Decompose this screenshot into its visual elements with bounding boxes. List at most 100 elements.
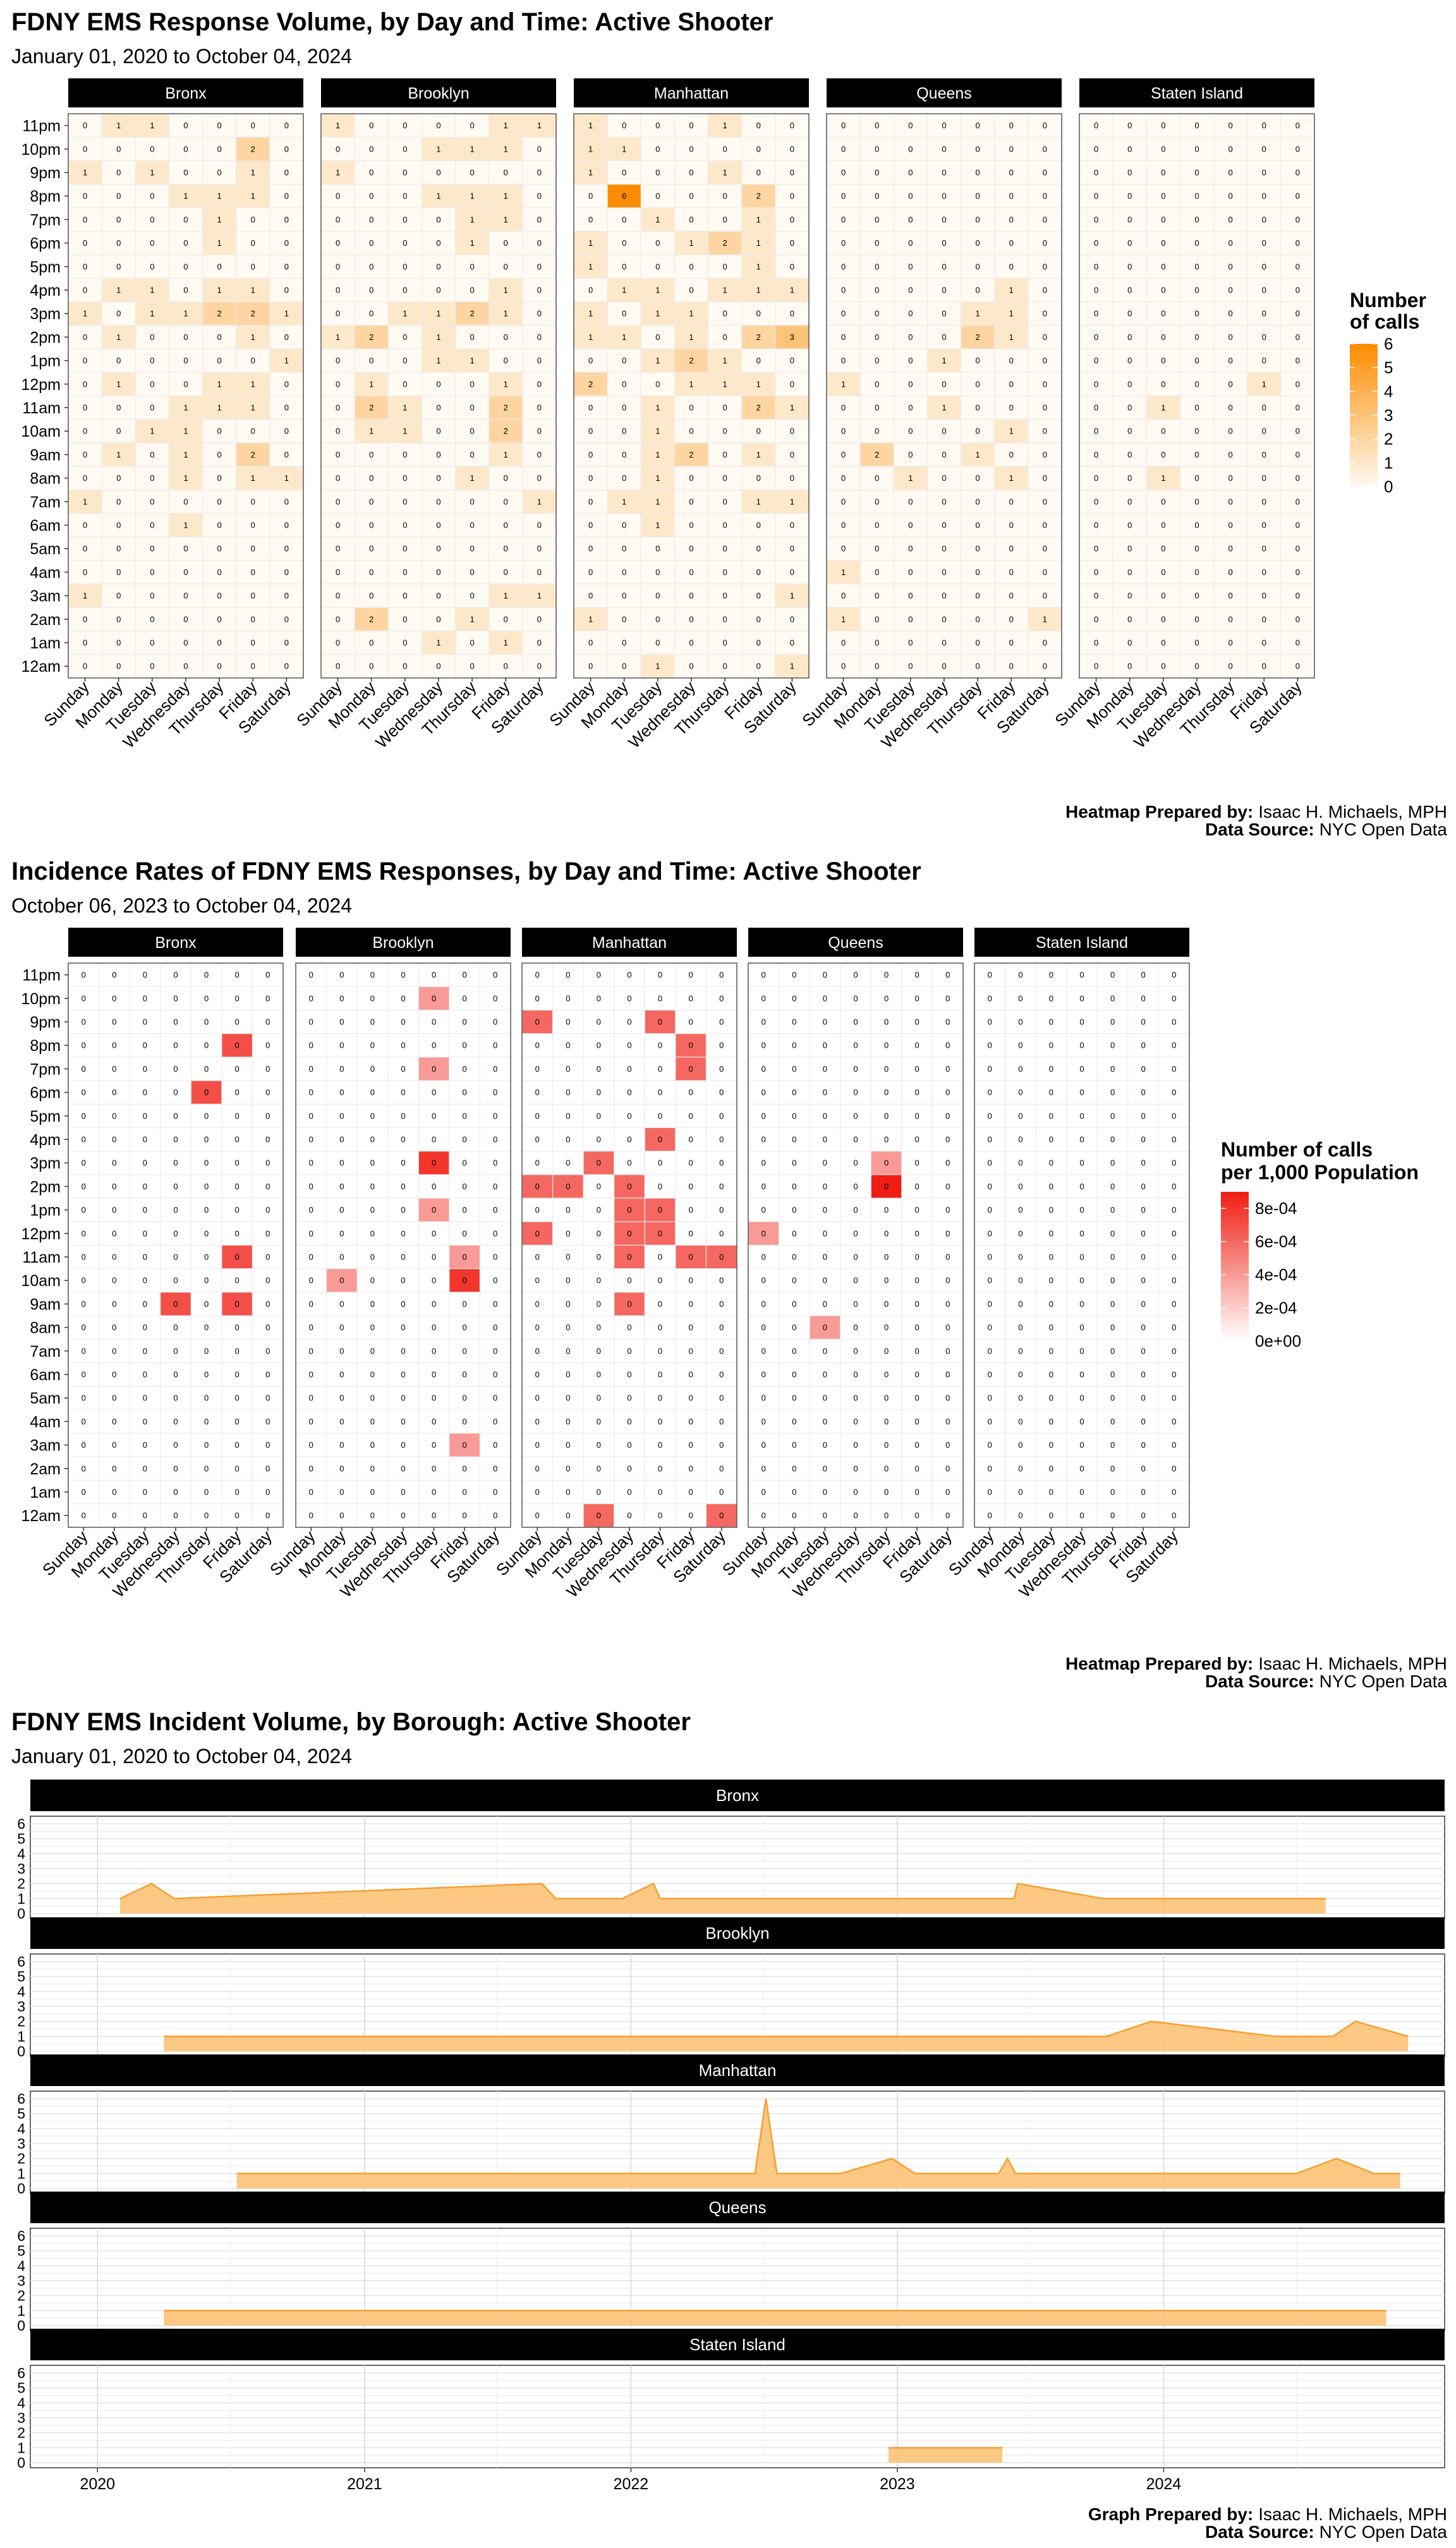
fig2-cell-label: 0 (853, 1135, 858, 1144)
fig1-cell-label: 0 (1043, 473, 1047, 483)
fig2-cell-label: 0 (945, 1158, 950, 1168)
fig1-cell-label: 0 (1127, 309, 1132, 318)
fig1-cell (270, 325, 303, 349)
fig1-cell-label: 1 (1009, 332, 1014, 342)
fig2-cell-label: 0 (535, 1064, 540, 1074)
fig1-cell (169, 372, 202, 396)
fig1-cell (1028, 208, 1062, 231)
fig3-xtick-label: 2023 (880, 2475, 915, 2493)
fig1-cell (270, 185, 303, 208)
fig1-cell-label: 0 (403, 215, 407, 224)
fig1-cell (1146, 231, 1180, 255)
fig2-cell-label: 0 (265, 1464, 270, 1473)
fig2-cell-label: 0 (945, 1182, 950, 1191)
fig1-cell (827, 443, 860, 466)
fig1-cell-label: 1 (504, 309, 508, 318)
fig1-cell (995, 302, 1028, 325)
fig2-cell-label: 0 (401, 970, 405, 980)
fig2-cell-label: 0 (401, 1111, 405, 1120)
fig1-cell (894, 514, 927, 537)
fig2-cell-label: 0 (143, 1088, 147, 1097)
fig1-cell-label: 0 (841, 168, 846, 178)
fig2-cell-label: 0 (339, 1253, 344, 1262)
fig1-cell (68, 420, 102, 443)
fig2-cell-label: 0 (627, 1228, 631, 1238)
fig1-cell-label: 0 (251, 544, 255, 554)
fig1-cell-label: 0 (875, 191, 879, 201)
fig1-cell-label: 1 (588, 262, 593, 271)
fig1-cell-label: 0 (689, 144, 693, 154)
fig1-cell-label: 0 (403, 379, 407, 389)
fig2-cell-label: 0 (1141, 1182, 1146, 1191)
fig2-cell-label: 0 (597, 1253, 601, 1262)
fig1-cell-label: 1 (655, 403, 660, 413)
fig2-cell-label: 0 (627, 1088, 631, 1097)
fig2-cell (253, 1269, 283, 1292)
fig2-cell-label: 0 (339, 1135, 344, 1144)
fig1-cell-label: 0 (756, 614, 761, 624)
fig2-cell-label: 0 (1110, 1488, 1115, 1497)
fig3-xtick-label: 2020 (80, 2475, 115, 2493)
fig2-cell (191, 1198, 222, 1222)
fig1-cell (607, 349, 641, 372)
fig1-cell (827, 279, 860, 301)
fig1-strip-brooklyn (321, 78, 556, 107)
fig1-cell-label: 0 (369, 286, 373, 295)
fig1-cell (1214, 114, 1247, 137)
fig1-cell (1146, 185, 1180, 208)
fig2-cell (418, 963, 449, 986)
fig2-cell-label: 0 (823, 1323, 827, 1332)
fig2-cell (449, 1175, 480, 1198)
fig2-cell-label: 0 (204, 1393, 209, 1403)
fig1-cell-label: 0 (183, 497, 188, 506)
fig2-cell-label: 0 (432, 1417, 436, 1426)
fig1-cell-label: 1 (116, 121, 121, 130)
fig2-strip-brooklyn (296, 928, 511, 957)
fig1-cell (388, 584, 422, 607)
fig2-cell (68, 1246, 99, 1268)
fig1-cell-label: 1 (655, 521, 660, 530)
fig1-cell (1180, 514, 1213, 537)
fig1-cell (1247, 372, 1281, 396)
fig1-cell (236, 279, 270, 301)
fig2-cell-label: 0 (1049, 1182, 1053, 1191)
fig1-cell-label: 1 (841, 614, 846, 624)
fig1-cell (574, 514, 607, 537)
fig1-cell-label: 0 (1262, 215, 1266, 224)
fig1-cell-label: 0 (1194, 356, 1199, 365)
fig2-cell-label: 0 (82, 1088, 86, 1097)
fig2-cell-label: 0 (627, 1488, 631, 1497)
fig1-cell (641, 208, 674, 231)
fig1-cell (68, 231, 102, 255)
fig1-cell-label: 0 (284, 144, 289, 154)
fig1-ytick-label: 8am (30, 470, 61, 488)
fig1-cell-label: 0 (790, 356, 794, 365)
fig2-cell-label: 0 (658, 1135, 662, 1144)
fig1-cell-label: 0 (403, 286, 407, 295)
fig1-cell (523, 561, 556, 584)
fig1-cell-label: 0 (723, 473, 727, 483)
fig1-cell-label: 0 (1127, 497, 1132, 506)
fig2-cell-label: 0 (915, 1205, 919, 1215)
fig1-cell-label: 0 (116, 191, 121, 201)
fig1-cell (1113, 185, 1146, 208)
fig1-cell (1146, 279, 1180, 301)
fig2-cell-label: 0 (658, 1346, 662, 1356)
fig2-cell (357, 1151, 388, 1175)
fig2-cell (161, 1081, 191, 1104)
fig1-cell-label: 0 (183, 614, 188, 624)
fig1-cell (607, 231, 641, 255)
fig2-cell-label: 0 (309, 993, 313, 1003)
fig1-cell (68, 349, 102, 372)
fig2-cell-label: 0 (370, 1205, 375, 1215)
fig2-cell-label: 0 (112, 1323, 116, 1332)
fig2-cell-label: 0 (463, 1488, 467, 1497)
fig2-cell-label: 0 (915, 1464, 919, 1473)
fig1-cell-label: 0 (1194, 450, 1199, 459)
fig1-cell (961, 302, 995, 325)
fig1-cell-label: 0 (116, 614, 121, 624)
fig2-cell-label: 0 (401, 1464, 405, 1473)
fig1-cell-label: 0 (1009, 497, 1014, 506)
fig1-cell-label: 1 (150, 168, 154, 178)
fig1-cell (388, 372, 422, 396)
